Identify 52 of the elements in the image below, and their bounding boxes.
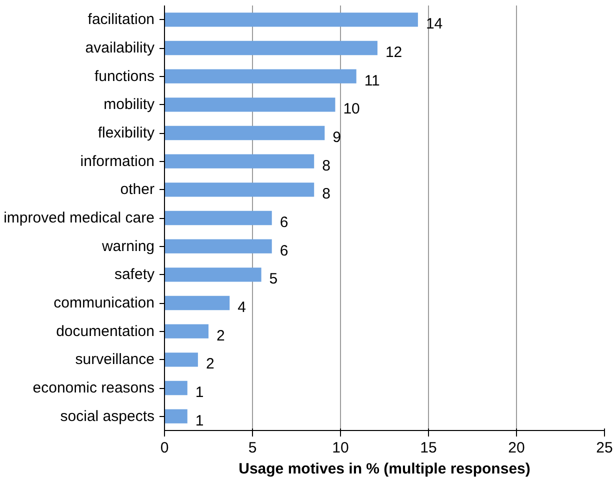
y-tick-label: warning (100, 238, 154, 255)
y-tick-label: improved medical care (4, 210, 155, 226)
bar (164, 324, 208, 338)
x-tick-label: 5 (248, 440, 257, 456)
data-label: 4 (238, 299, 246, 316)
data-label: 6 (280, 214, 288, 231)
data-label: 2 (206, 356, 214, 373)
y-tick-label: information (80, 152, 154, 170)
data-label: 10 (343, 100, 360, 118)
bar (164, 182, 314, 197)
data-label: 8 (322, 186, 330, 203)
bar (164, 380, 188, 396)
bar (164, 12, 418, 27)
bar (164, 98, 336, 112)
bar (164, 210, 272, 226)
data-label: 8 (322, 157, 330, 174)
bar (164, 40, 378, 56)
x-tick-label: 10 (332, 440, 349, 456)
data-label: 5 (269, 270, 278, 288)
y-tick-label: flexibility (98, 124, 155, 142)
data-label: 1 (195, 384, 204, 401)
y-tick-label: functions (94, 68, 155, 85)
bar (164, 154, 314, 168)
bar (164, 239, 272, 254)
bar (164, 126, 325, 140)
data-label: 9 (332, 129, 342, 146)
bar (164, 352, 198, 367)
data-label: 12 (385, 44, 402, 61)
y-tick-label: surveillance (75, 351, 155, 368)
y-tick-label: documentation (56, 322, 155, 340)
y-tick-label: availability (85, 40, 155, 56)
y-tick-label: economic reasons (32, 380, 155, 396)
y-tick-label: communication (54, 294, 155, 312)
data-label: 14 (426, 16, 443, 33)
x-tick-label: 25 (596, 440, 613, 456)
x-tick-label: 0 (160, 440, 169, 456)
y-tick-label: social aspects (60, 408, 155, 425)
bar (164, 409, 188, 424)
x-axis-title: Usage motives in % (multiple responses) (238, 460, 530, 478)
y-tick-label: mobility (104, 96, 155, 114)
y-tick-label: facilitation (88, 11, 154, 28)
bar (164, 296, 230, 310)
y-tick-label: safety (114, 266, 155, 284)
data-label: 1 (195, 412, 204, 430)
x-tick-label: 20 (508, 440, 525, 456)
y-tick-label: other (120, 181, 155, 198)
x-tick-label: 15 (420, 440, 437, 456)
data-label: 2 (216, 327, 225, 344)
bar (164, 268, 262, 282)
data-label: 6 (280, 242, 288, 260)
bar (164, 69, 356, 84)
data-label: 11 (364, 72, 380, 90)
